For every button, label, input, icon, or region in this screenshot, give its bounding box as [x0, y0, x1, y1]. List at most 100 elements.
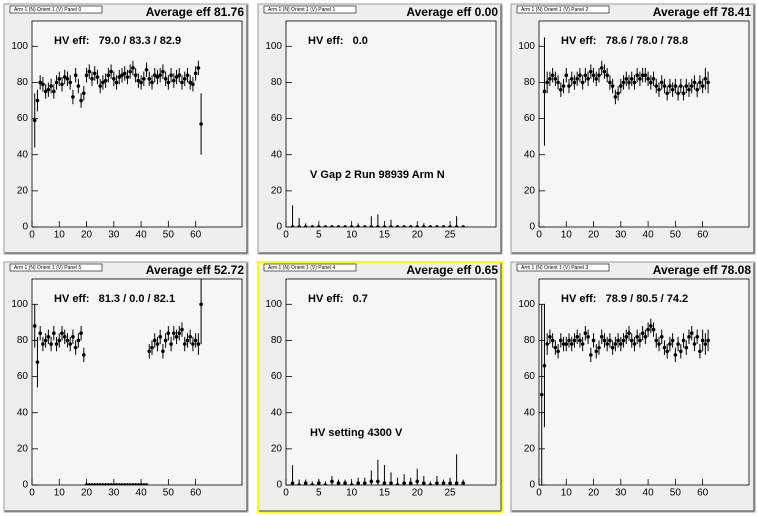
panel: Arm 1 (N) Orient 1 (V) Panel 2 Average ef… — [510, 3, 756, 255]
data-point — [65, 77, 70, 81]
data-point — [177, 73, 182, 78]
y-tick-label: 100 — [265, 299, 282, 310]
data-point — [317, 225, 321, 227]
data-point — [73, 345, 78, 350]
x-tick-label: 60 — [697, 230, 709, 241]
data-point — [646, 327, 650, 332]
data-point — [635, 335, 639, 339]
data-point — [580, 342, 585, 346]
data-point — [109, 69, 113, 74]
data-point — [188, 335, 192, 339]
data-point — [408, 225, 413, 227]
data-point — [684, 84, 689, 88]
data-point — [448, 225, 452, 227]
data-point — [545, 342, 549, 346]
data-points — [542, 37, 710, 146]
data-point — [605, 73, 609, 78]
x-tick-label: 20 — [81, 488, 93, 499]
data-point — [670, 87, 675, 92]
data-point — [695, 335, 699, 339]
y-tick-label: 0 — [22, 480, 28, 491]
data-point — [158, 335, 162, 339]
plot-area — [285, 278, 497, 486]
data-point — [640, 331, 645, 336]
data-point — [172, 78, 176, 83]
data-point — [177, 331, 182, 336]
data-point — [681, 338, 686, 343]
plot-area — [538, 20, 750, 228]
data-point — [136, 78, 141, 83]
data-point — [700, 84, 705, 88]
data-point — [591, 338, 596, 343]
stats-text: Average eff 0.00 — [406, 5, 498, 19]
y-tick-label: 0 — [276, 222, 282, 233]
data-point — [454, 225, 459, 227]
data-point — [79, 331, 83, 336]
data-point — [542, 89, 547, 94]
data-point — [698, 80, 702, 85]
data-point — [654, 84, 659, 88]
data-point — [46, 87, 51, 92]
data-point — [125, 483, 130, 485]
x-tick-label: 5 — [316, 230, 322, 241]
data-point — [139, 483, 143, 485]
data-point — [82, 353, 86, 357]
data-point — [180, 327, 184, 332]
data-point — [402, 225, 406, 227]
data-point — [591, 73, 596, 78]
data-point — [310, 225, 315, 227]
x-tick-label: 50 — [670, 488, 682, 499]
data-point — [594, 349, 599, 354]
data-point — [191, 82, 195, 87]
data-point — [193, 71, 198, 76]
data-point — [610, 345, 615, 350]
x-tick-label: 0 — [536, 230, 542, 241]
data-point — [166, 80, 171, 85]
data-point — [191, 342, 195, 346]
data-point — [586, 335, 590, 339]
data-point — [376, 225, 380, 227]
data-point — [136, 483, 141, 485]
data-point — [330, 479, 334, 484]
data-point — [649, 80, 653, 85]
data-point — [95, 75, 100, 79]
data-point — [428, 225, 433, 227]
y-tick-label: 80 — [524, 335, 536, 346]
data-point — [35, 360, 40, 364]
annotation: HV setting 4300 V — [310, 427, 403, 439]
data-point — [343, 481, 347, 485]
annotation: HV eff: 0.7 — [308, 293, 368, 305]
data-point — [441, 225, 446, 227]
data-point — [131, 66, 135, 70]
data-point — [142, 483, 146, 485]
data-point — [79, 98, 83, 103]
y-tick-label: 0 — [276, 480, 282, 491]
data-point — [676, 91, 680, 96]
data-point — [662, 345, 667, 350]
data-point — [92, 71, 97, 76]
data-point — [297, 483, 301, 485]
annotation: V Gap 2 Run 98939 Arm N — [310, 169, 445, 181]
y-tick-label: 100 — [11, 41, 28, 52]
data-point — [651, 77, 656, 81]
data-point — [142, 77, 146, 81]
annotation: HV eff: 81.3 / 0.0 / 82.1 — [54, 293, 175, 305]
data-point — [362, 225, 367, 227]
data-point — [605, 342, 609, 346]
data-point — [698, 349, 702, 354]
data-point — [147, 77, 152, 81]
data-point — [122, 483, 127, 485]
data-point — [169, 73, 173, 78]
data-point — [670, 338, 675, 343]
data-point — [408, 481, 413, 485]
data-point — [695, 87, 699, 92]
data-point — [638, 77, 642, 81]
x-tick-label: 10 — [346, 488, 358, 499]
data-point — [49, 84, 53, 88]
data-point — [602, 69, 607, 74]
data-point — [556, 349, 560, 354]
data-point — [196, 342, 201, 346]
data-point — [395, 225, 400, 227]
data-point — [559, 87, 563, 92]
data-point — [152, 73, 157, 78]
